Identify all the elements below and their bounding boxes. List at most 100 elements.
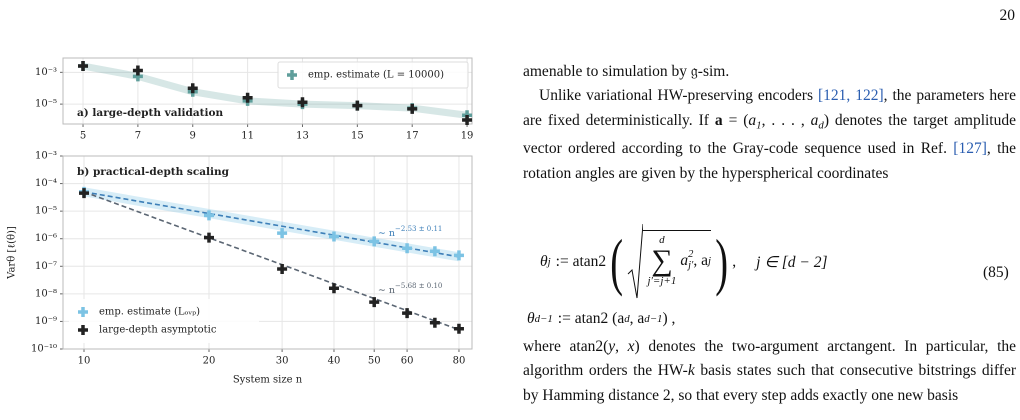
legend-box bbox=[277, 61, 469, 89]
x-tick-label: 50 bbox=[368, 356, 381, 367]
text-run: where atan2( bbox=[523, 338, 609, 355]
y-tick-label: 10⁻⁴ bbox=[35, 178, 57, 189]
fit-band bbox=[83, 187, 460, 262]
paragraph: amenable to simulation by 𝔤-sim. bbox=[523, 60, 1016, 84]
marker bbox=[407, 103, 418, 114]
plot-frame bbox=[62, 57, 473, 125]
y-tick-label: 10⁻⁵ bbox=[35, 206, 57, 217]
eq-text: := atan2 (a bbox=[557, 310, 625, 327]
y-tick-label: 10⁻⁵ bbox=[35, 99, 57, 110]
x-tick-label: 19 bbox=[461, 131, 474, 142]
eq-sub: d−1 bbox=[534, 313, 553, 325]
eq-symbol: θ bbox=[540, 253, 548, 270]
sum-bottom: j′=j+1 bbox=[647, 274, 677, 287]
text-run: x bbox=[627, 338, 635, 355]
marker bbox=[203, 232, 214, 243]
marker bbox=[453, 323, 464, 334]
marker bbox=[78, 61, 89, 72]
legend-marker bbox=[287, 70, 297, 80]
legend-marker bbox=[78, 325, 88, 335]
text-run: ) denotes the target amplitude vector or… bbox=[523, 111, 1016, 158]
x-tick-label: 5 bbox=[80, 131, 86, 142]
x-tick-label: 40 bbox=[328, 356, 341, 367]
text-run: amenable to simulation by 𝔤-sim. bbox=[523, 63, 730, 80]
text-run: Unlike variational HW-preserving encoder… bbox=[539, 87, 818, 105]
marker bbox=[187, 83, 198, 94]
eq-sub: j bbox=[547, 256, 551, 268]
fit-label: ∼ n bbox=[378, 227, 395, 238]
panel-title: a) large-depth validation bbox=[77, 107, 224, 119]
panel-title: b) practical-depth scaling bbox=[77, 166, 230, 178]
fit-exponent: −5.68 ± 0.10 bbox=[395, 282, 442, 290]
y-tick-label: 10⁻⁸ bbox=[35, 288, 57, 299]
eq-symbol: θ bbox=[527, 310, 535, 327]
text-run: a bbox=[810, 111, 819, 129]
eq-text: , a bbox=[629, 310, 645, 327]
eq-text: , bbox=[732, 253, 737, 270]
y-tick-label: 10⁻³ bbox=[35, 151, 57, 162]
x-tick-label: 17 bbox=[406, 131, 419, 142]
x-tick-label: 11 bbox=[241, 131, 254, 142]
plot-frame bbox=[62, 155, 473, 350]
radical bbox=[628, 223, 644, 299]
paren: ( bbox=[610, 226, 624, 297]
x-tick-label: 20 bbox=[203, 356, 216, 367]
marker bbox=[429, 246, 440, 257]
x-tick-label: 80 bbox=[453, 356, 466, 367]
x-tick-label: 60 bbox=[401, 356, 414, 367]
marker bbox=[328, 231, 339, 242]
marker bbox=[462, 115, 473, 125]
marker bbox=[328, 283, 339, 294]
fit-exponent: −2.53 ± 0.11 bbox=[395, 225, 442, 233]
equation-line: θ d−1 := atan2 (a d , a d−1 ) , bbox=[527, 310, 675, 328]
paren: ) bbox=[715, 226, 729, 297]
eq-text: j ∈ [d − 2] bbox=[756, 253, 828, 271]
eq-symbol: a bbox=[680, 251, 689, 269]
eq-sub: d bbox=[624, 313, 630, 325]
marker bbox=[203, 210, 214, 221]
eq-text: := atan2 bbox=[555, 253, 607, 270]
y-axis-label: Varθ [ℓ(θ)] bbox=[7, 226, 18, 280]
text-run: y bbox=[608, 338, 616, 355]
y-tick-label: 10⁻³ bbox=[35, 67, 57, 78]
marker bbox=[277, 263, 288, 274]
paragraph: Unlike variational HW-preserving encoder… bbox=[523, 84, 1016, 186]
text-run: , the rotation angles are given by the h… bbox=[523, 140, 1017, 182]
eq-sup: 2 bbox=[688, 249, 694, 260]
marker bbox=[352, 100, 363, 111]
marker bbox=[369, 236, 380, 247]
marker bbox=[402, 308, 413, 319]
sum-sign: ∑ bbox=[651, 243, 673, 277]
marker bbox=[242, 92, 253, 103]
legend-marker bbox=[78, 307, 88, 317]
sum-top: d bbox=[659, 233, 665, 246]
fit-line bbox=[83, 191, 460, 331]
y-tick-label: 10⁻⁶ bbox=[35, 233, 57, 244]
legend-box bbox=[69, 299, 259, 343]
marker bbox=[132, 65, 143, 76]
text-run: [127] bbox=[953, 140, 987, 158]
page-number: 20 bbox=[999, 7, 1016, 24]
marker bbox=[79, 188, 90, 199]
marker bbox=[453, 250, 464, 261]
text-run: basis states such that consecutive bitst… bbox=[523, 362, 1016, 404]
text-run: a bbox=[714, 111, 723, 129]
x-tick-label: 9 bbox=[190, 131, 196, 142]
text-run: k bbox=[687, 362, 695, 380]
body-text: where atan2(y, x) denotes the two-argume… bbox=[523, 335, 1016, 408]
figure: 10⁻³ 10⁻⁵ 5 7 9 11 13 15 17 19 a) large-depth vali… bbox=[7, 57, 474, 386]
marker bbox=[369, 297, 380, 308]
body-text: amenable to simulation by 𝔤-sim. Unlike … bbox=[523, 60, 1016, 186]
sum: d ∑ j′=j+1 bbox=[647, 233, 677, 287]
fit-label: ∼ n bbox=[378, 284, 395, 295]
legend-label: large-depth asymptotic bbox=[99, 325, 217, 336]
x-tick-label: 10 bbox=[78, 356, 91, 367]
marker bbox=[297, 97, 308, 108]
y-tick-label: 10⁻¹⁰ bbox=[31, 344, 57, 355]
legend-label: emp. estimate (L = 10000) bbox=[308, 70, 444, 81]
marker bbox=[277, 228, 288, 239]
eq-sub: d−1 bbox=[644, 313, 663, 325]
